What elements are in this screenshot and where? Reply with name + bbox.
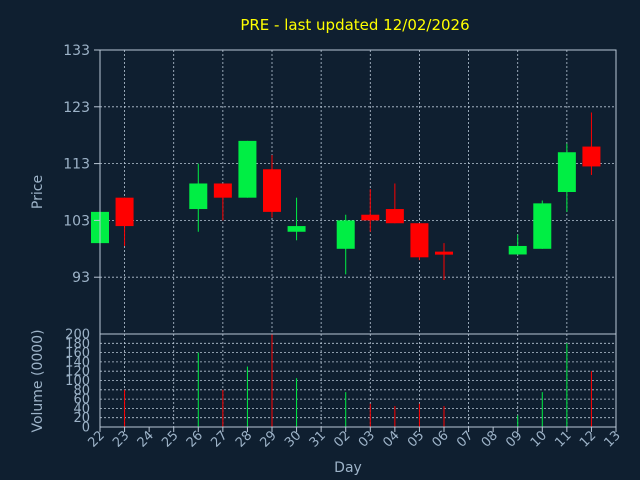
x-axis-label: Day [334,460,362,476]
price-tick-label: 113 [63,157,90,173]
candle-body [287,226,306,232]
candle-body [189,183,208,210]
candle-body [385,209,404,224]
candle-body [213,183,232,198]
volume-tick-label: 160 [65,346,90,361]
price-tick-label: 133 [63,43,90,59]
volume-panel-frame [99,333,617,428]
volume-tick-label: 0 [82,421,90,436]
candle-body [508,245,527,255]
price-tick-label: 123 [63,100,90,116]
volume-tick-label: 100 [65,374,90,389]
candle-body [115,197,134,227]
candle-body [361,214,380,221]
volume-tick-label: 120 [65,365,90,380]
volume-tick-label: 180 [65,337,90,352]
volume-axis-label: Volume (0000) [30,329,46,432]
volume-tick-label: 200 [65,328,90,343]
candle-body [435,251,453,255]
volume-tick-label: 60 [73,393,90,408]
volume-tick-label: 140 [65,355,90,370]
candle-body [263,169,281,212]
volume-tick-label: 20 [73,411,90,426]
price-y-ticks: 133 123 113 103 93 [63,43,100,286]
candle-body [410,223,429,258]
chart-title: PRE - last updated 12/02/2026 [240,16,469,34]
volume-tick-label: 40 [73,402,90,417]
candle-body [557,152,576,192]
price-axis-label: Price [30,175,46,209]
candle-body [582,146,601,167]
price-tick-label: 93 [72,270,90,286]
candle-body [238,140,257,198]
candle-body [336,220,355,249]
volume-tick-label: 80 [73,383,90,398]
price-tick-label: 103 [63,213,90,229]
volume-bars [124,334,592,427]
candle-body [533,203,552,249]
